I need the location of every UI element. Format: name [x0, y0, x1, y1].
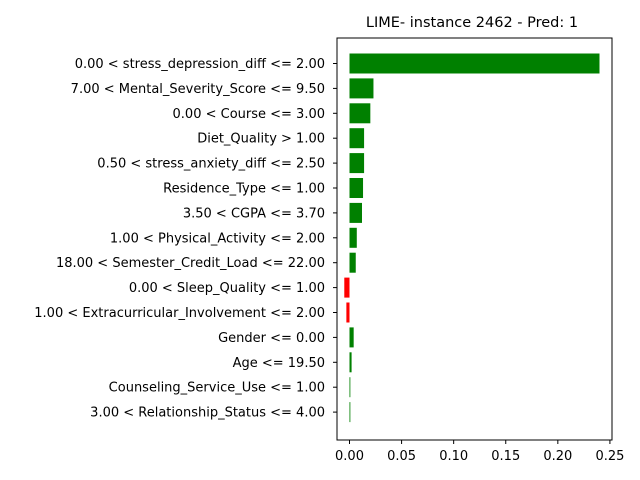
x-tick-label: 0.20	[543, 449, 572, 464]
y-tick-label-0-00-sleep-quality-1-00: 0.00 < Sleep_Quality <= 1.00	[129, 281, 325, 296]
bar-0-00-course-3-00	[349, 103, 371, 124]
y-tick-label-3-50-cgpa-3-70: 3.50 < CGPA <= 3.70	[183, 206, 325, 221]
y-tick-label-gender-0-00: Gender <= 0.00	[218, 331, 325, 346]
bar-1-00-physical-activity-2-00	[349, 227, 357, 248]
bars-group	[344, 53, 600, 423]
y-tick-label-1-00-physical-activity-2-00: 1.00 < Physical_Activity <= 2.00	[110, 231, 325, 246]
bar-3-50-cgpa-3-70	[349, 202, 362, 223]
bar-1-00-extracurricular-involvement-2-00	[346, 302, 350, 323]
y-tick-label-3-00-relationship-status-4-00: 3.00 < Relationship_Status <= 4.00	[90, 406, 325, 421]
bar-0-00-sleep-quality-1-00	[344, 277, 350, 298]
y-tick-label-residence-type-1-00: Residence_Type <= 1.00	[163, 182, 325, 197]
chart-title: LIME- instance 2462 - Pred: 1	[366, 15, 578, 31]
bar-age-19-50	[349, 352, 352, 373]
x-tick-label: 0.00	[335, 449, 364, 464]
y-tick-label-1-00-extracurricular-involvement-2-00: 1.00 < Extracurricular_Involvement <= 2.…	[34, 306, 325, 321]
bar-0-00-stress-depression-diff-2-00	[349, 53, 600, 74]
x-tick-label: 0.05	[387, 449, 416, 464]
y-tick-label-18-00-semester-credit-load-22-00: 18.00 < Semester_Credit_Load <= 22.00	[56, 256, 325, 271]
bar-18-00-semester-credit-load-22-00	[349, 252, 356, 273]
bar-gender-0-00	[349, 327, 354, 348]
plot-frame	[336, 37, 613, 441]
bar-0-50-stress-anxiety-diff-2-50	[349, 153, 365, 174]
y-tick-label-7-00-mental-severity-score-9-50: 7.00 < Mental_Severity_Score <= 9.50	[71, 82, 325, 97]
y-tick-labels: 0.00 < stress_depression_diff <= 2.00 7.0…	[34, 57, 337, 421]
y-tick-label-0-50-stress-anxiety-diff-2-50: 0.50 < stress_anxiety_diff <= 2.50	[97, 157, 325, 172]
bar-counseling-service-use-1-00	[349, 377, 351, 398]
x-tick-label: 0.15	[491, 449, 520, 464]
y-tick-label-counseling-service-use-1-00: Counseling_Service_Use <= 1.00	[109, 381, 325, 396]
bar-residence-type-1-00	[349, 178, 364, 198]
x-tick-label: 0.10	[439, 449, 468, 464]
y-tick-label-0-00-course-3-00: 0.00 < Course <= 3.00	[173, 107, 325, 122]
bar-7-00-mental-severity-score-9-50	[349, 78, 374, 99]
x-axis: 0.00 0.05 0.10 0.15 0.20 0.25	[335, 440, 624, 464]
y-tick-label-0-00-stress-depression-diff-2-00: 0.00 < stress_depression_diff <= 2.00	[75, 57, 325, 72]
y-tick-label-diet-quality-1-00: Diet_Quality > 1.00	[197, 132, 325, 147]
bar-diet-quality-1-00	[349, 128, 365, 149]
y-tick-label-age-19-50: Age <= 19.50	[233, 356, 325, 371]
bar-3-00-relationship-status-4-00	[349, 402, 351, 423]
x-tick-label: 0.25	[595, 449, 624, 464]
